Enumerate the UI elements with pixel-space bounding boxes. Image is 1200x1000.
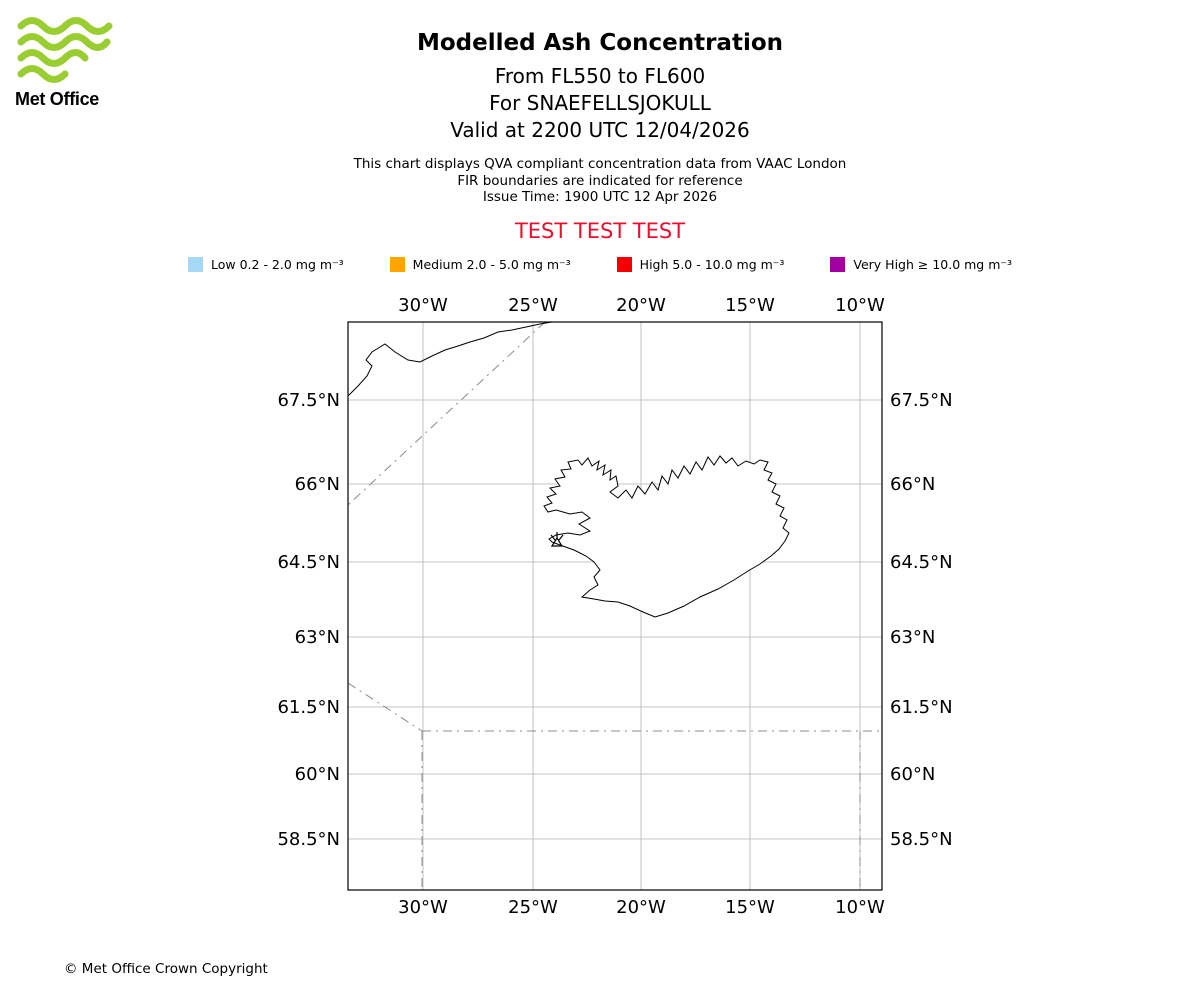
test-banner: TEST TEST TEST [514, 218, 686, 243]
logo-wave-3 [17, 49, 89, 67]
met-office-logo: Met Office [15, 14, 135, 110]
legend-label-low: Low 0.2 - 2.0 mg m⁻³ [211, 256, 344, 272]
coastline-greenland [347, 321, 553, 397]
lat-tick-label: 58.5°N [277, 829, 340, 850]
coastline-iceland [543, 455, 790, 618]
lon-tick-label: 25°W [508, 897, 558, 918]
volcano-rays [550, 532, 564, 541]
legend-label-medium: Medium 2.0 - 5.0 mg m⁻³ [412, 256, 571, 272]
lon-tick-label: 30°W [398, 295, 448, 316]
lat-labels-right: 67.5°N 66°N 64.5°N 63°N 61.5°N 60°N 58.5… [890, 390, 953, 850]
logo-wave-4 [17, 65, 69, 83]
lat-tick-label: 64.5°N [890, 552, 953, 573]
legend-item-medium: Medium 2.0 - 5.0 mg m⁻³ [389, 256, 571, 272]
logo-wave-1 [17, 17, 113, 35]
legend-swatch-low [188, 256, 203, 272]
lon-tick-label: 20°W [616, 897, 666, 918]
fir-boundaries [347, 321, 882, 890]
lat-tick-label: 61.5°N [890, 697, 953, 718]
lat-tick-label: 63°N [295, 627, 340, 648]
legend-swatch-high [616, 256, 632, 272]
lat-tick-label: 63°N [890, 627, 935, 648]
lat-tick-label: 64.5°N [277, 552, 340, 573]
lon-labels-bottom: 30°W 25°W 20°W 15°W 10°W [398, 897, 885, 918]
met-office-waves-icon [17, 17, 113, 83]
graticule [348, 322, 882, 890]
header-block: Modelled Ash Concentration From FL550 to… [0, 30, 1200, 272]
page-title: Modelled Ash Concentration [416, 30, 784, 56]
met-office-logo-text: Met Office [15, 89, 100, 109]
lon-tick-label: 10°W [835, 897, 885, 918]
legend-swatch-very-high [830, 256, 846, 272]
note-qva: This chart displays QVA compliant concen… [353, 156, 847, 172]
lat-tick-label: 61.5°N [277, 697, 340, 718]
volcano-triangle [550, 536, 564, 547]
note-issue-time: Issue Time: 1900 UTC 12 Apr 2026 [482, 189, 718, 205]
lat-tick-label: 66°N [890, 474, 935, 495]
lat-tick-label: 67.5°N [277, 390, 340, 411]
notes-block: This chart displays QVA compliant concen… [0, 156, 1200, 206]
lon-tick-label: 30°W [398, 897, 448, 918]
note-fir: FIR boundaries are indicated for referen… [457, 172, 743, 189]
logo-wave-group [17, 17, 113, 83]
volcano-marker [550, 532, 564, 547]
legend-item-very-high: Very High ≥ 10.0 mg m⁻³ [830, 256, 1012, 272]
legend-label-very-high: Very High ≥ 10.0 mg m⁻³ [853, 256, 1012, 272]
copyright-text: © Met Office Crown Copyright [64, 961, 268, 977]
lat-tick-label: 58.5°N [890, 829, 953, 850]
lon-tick-label: 15°W [725, 897, 775, 918]
fir-boundary-line [347, 321, 546, 506]
subtitle-valid-time: Valid at 2200 UTC 12/04/2026 [450, 118, 750, 142]
fir-boundary-line [347, 682, 423, 732]
lon-labels-top: 30°W 25°W 20°W 15°W 10°W [398, 295, 885, 316]
legend-swatch-medium [389, 256, 405, 272]
lat-labels-left: 67.5°N 66°N 64.5°N 63°N 61.5°N 60°N 58.5… [277, 390, 340, 850]
lon-tick-label: 15°W [725, 295, 775, 316]
lon-tick-label: 10°W [835, 295, 885, 316]
legend-label-high: High 5.0 - 10.0 mg m⁻³ [639, 256, 785, 272]
subtitle-flight-levels: From FL550 to FL600 [494, 64, 706, 88]
lat-tick-label: 66°N [295, 474, 340, 495]
lat-tick-label: 60°N [295, 764, 340, 785]
legend-item-low: Low 0.2 - 2.0 mg m⁻³ [188, 256, 344, 272]
lat-tick-label: 60°N [890, 764, 935, 785]
lon-tick-label: 20°W [616, 295, 666, 316]
subtitle-volcano: For SNAEFELLSJOKULL [489, 91, 711, 115]
logo-wave-2 [17, 33, 111, 51]
lat-tick-label: 67.5°N [890, 390, 953, 411]
legend-item-high: High 5.0 - 10.0 mg m⁻³ [616, 256, 785, 272]
lon-tick-label: 25°W [508, 295, 558, 316]
legend: Low 0.2 - 2.0 mg m⁻³ Medium 2.0 - 5.0 mg… [0, 256, 1200, 272]
map-border [347, 321, 883, 891]
